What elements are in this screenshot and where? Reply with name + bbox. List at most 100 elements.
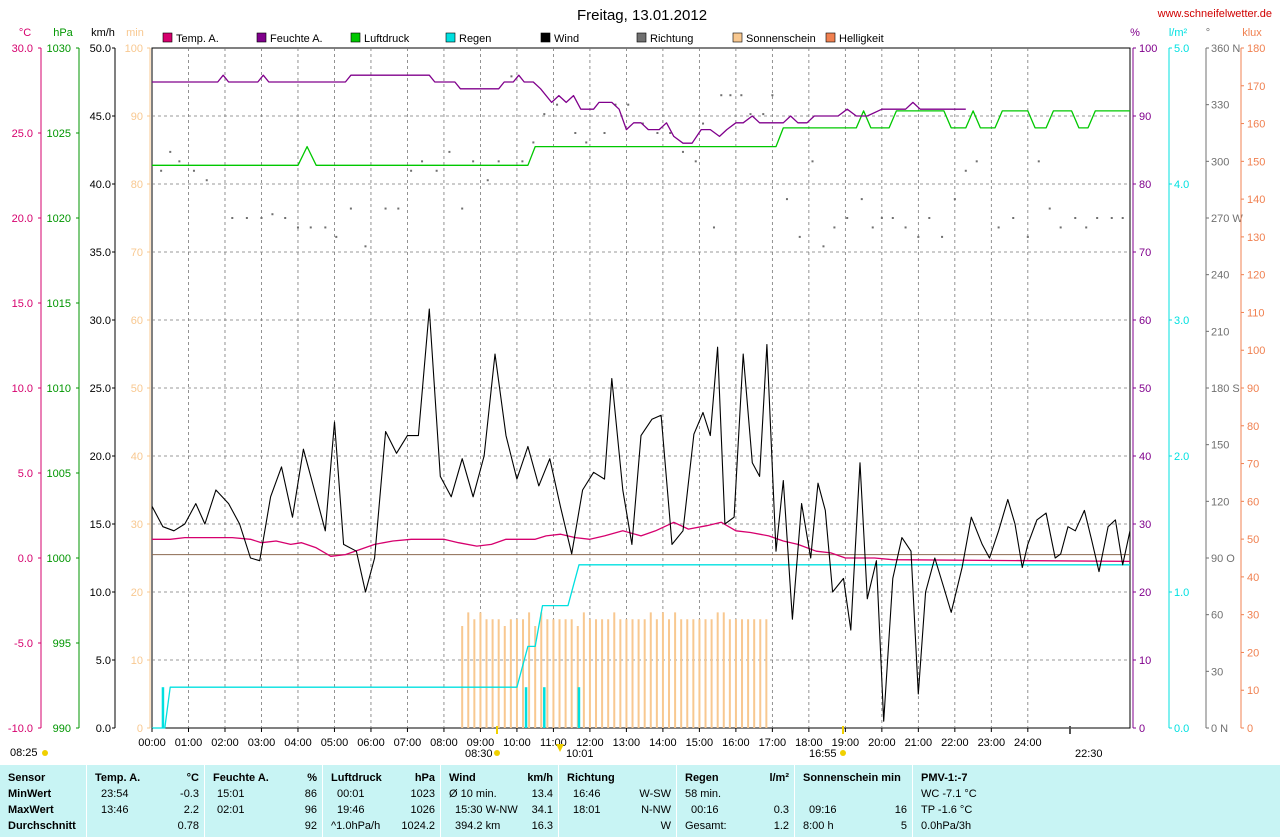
axis-label-brightness: 10	[1247, 685, 1259, 697]
stats-hum-min-time: 15:01	[217, 788, 245, 800]
axis-label-temp: 20.0	[12, 213, 33, 225]
axis-label-pressure: 1000	[47, 553, 71, 565]
legend-swatch	[350, 32, 361, 43]
stats-press-header: Luftdruck	[331, 772, 382, 784]
stats-wind-max-time: 15:30 W-NW	[455, 804, 518, 816]
direction-point	[1026, 235, 1029, 238]
direction-point	[448, 150, 451, 153]
axis-label-wind: 5.0	[96, 655, 111, 667]
stats-rain-total-label: Gesamt:	[685, 820, 727, 832]
axis-label-wind: 30.0	[90, 315, 111, 327]
stats-col-rain: Regen l/m² 58 min. 00:16 0.3 Gesamt: 1.2	[676, 765, 795, 837]
axis-label-pressure: 1010	[47, 383, 71, 395]
stats-hum-unit: %	[307, 772, 317, 784]
axis-label-rain: 5.0	[1174, 43, 1189, 55]
chart-title: Freitag, 13.01.2012	[577, 7, 707, 24]
x-tick-label: 08:00	[430, 737, 458, 749]
legend-swatch	[256, 32, 267, 43]
axis-label-rain: 4.0	[1174, 179, 1189, 191]
axis-label-direction: 210	[1211, 326, 1229, 338]
axis-label-minutes: 100	[125, 43, 143, 55]
direction-point	[309, 226, 312, 229]
axis-label-brightness: 90	[1247, 383, 1259, 395]
sunset-marker	[840, 750, 846, 756]
axis-label-pressure: 1025	[47, 128, 71, 140]
series-layer	[151, 74, 1131, 729]
direction-point	[1037, 160, 1040, 163]
stats-dir-header: Richtung	[567, 772, 615, 784]
axis-label-brightness: 40	[1247, 572, 1259, 584]
direction-point	[904, 226, 907, 229]
direction-point	[461, 207, 464, 210]
wind-line	[151, 308, 1131, 722]
stats-col-pmv: PMV-1:-7 WC -7.1 °C TP -1.6 °C 0.0hPa/3h	[912, 765, 1033, 837]
stats-hum-max: 96	[304, 804, 317, 816]
direction-point	[556, 103, 559, 106]
stats-row-min: MinWert	[8, 788, 52, 800]
website-link[interactable]: www.schneifelwetter.de	[1157, 8, 1272, 20]
weather-chart: Freitag, 13.01.2012 www.schneifelwetter.…	[8, 7, 1272, 760]
stats-sun-max: 16	[894, 804, 907, 816]
legend-label: Helligkeit	[839, 33, 884, 45]
stats-press-unit: hPa	[414, 772, 435, 784]
axis-label-wind: 20.0	[90, 451, 111, 463]
sunshine-start-label: 08:30	[465, 748, 493, 760]
direction-point	[1085, 226, 1088, 229]
legend-label: Richtung	[650, 33, 693, 45]
axis-label-brightness: 180	[1247, 43, 1265, 55]
direction-point	[510, 75, 513, 78]
stats-temp-unit: °C	[186, 772, 199, 784]
stats-wind-avg: 16.3	[531, 820, 553, 832]
x-tick-label: 21:00	[905, 737, 933, 749]
legend-swatch	[445, 32, 456, 43]
x-tick-label: 22:00	[941, 737, 969, 749]
stats-sun-total: 8:00 h	[803, 820, 834, 832]
direction-point	[296, 226, 299, 229]
sunset-label: 16:55	[809, 748, 837, 760]
legend-swatch	[732, 32, 743, 43]
direction-point	[486, 179, 489, 182]
axis-label-direction: 120	[1211, 496, 1229, 508]
sun-events: 08:25 08:30 10:01 16:55 22:30	[10, 726, 1103, 760]
axis-label-pressure: 1030	[47, 43, 71, 55]
legend-label: Sonnenschein	[746, 33, 816, 45]
stats-rain-header: Regen	[685, 772, 719, 784]
axis-unit-wind: km/h	[91, 27, 115, 39]
rain-line	[152, 564, 1130, 729]
direction-point	[521, 160, 524, 163]
axis-label-wind: 0.0	[96, 723, 111, 735]
direction-point	[178, 160, 181, 163]
direction-point	[627, 103, 630, 106]
direction-point	[771, 94, 774, 97]
direction-point	[1074, 217, 1077, 219]
x-tick-label: 05:00	[321, 737, 349, 749]
direction-point	[335, 235, 338, 238]
axis-label-rain: 0.0	[1174, 723, 1189, 735]
axis-label-humidity: 30	[1139, 519, 1151, 531]
axis-label-direction: 90 O	[1211, 553, 1235, 565]
x-tick-label: 11:00	[540, 737, 567, 749]
direction-point	[811, 160, 814, 163]
direction-point	[749, 113, 752, 116]
axis-label-brightness: 100	[1247, 345, 1265, 357]
direction-point	[729, 94, 732, 97]
axis-label-direction: 330	[1211, 100, 1229, 112]
axis-label-pressure: 1015	[47, 298, 71, 310]
x-tick-label: 19:00	[832, 737, 860, 749]
axis-label-brightness: 130	[1247, 232, 1265, 244]
sunshine-peak-marker	[556, 744, 564, 752]
axis-label-humidity: 80	[1139, 179, 1151, 191]
axis-label-minutes: 20	[131, 587, 143, 599]
stats-press-avg: 1024.2	[401, 820, 435, 832]
legend-label: Luftdruck	[364, 33, 410, 45]
axis-label-brightness: 110	[1247, 307, 1265, 319]
direction-point	[497, 160, 500, 163]
direction-point	[349, 207, 352, 210]
temperature-line	[152, 521, 1131, 563]
axis-label-brightness: 70	[1247, 459, 1259, 471]
axis-label-temp: 5.0	[18, 468, 33, 480]
axis-label-wind: 35.0	[90, 247, 111, 259]
axis-label-brightness: 120	[1247, 270, 1265, 282]
x-tick-label: 10:00	[503, 737, 531, 749]
axis-label-temp: 0.0	[18, 553, 33, 565]
